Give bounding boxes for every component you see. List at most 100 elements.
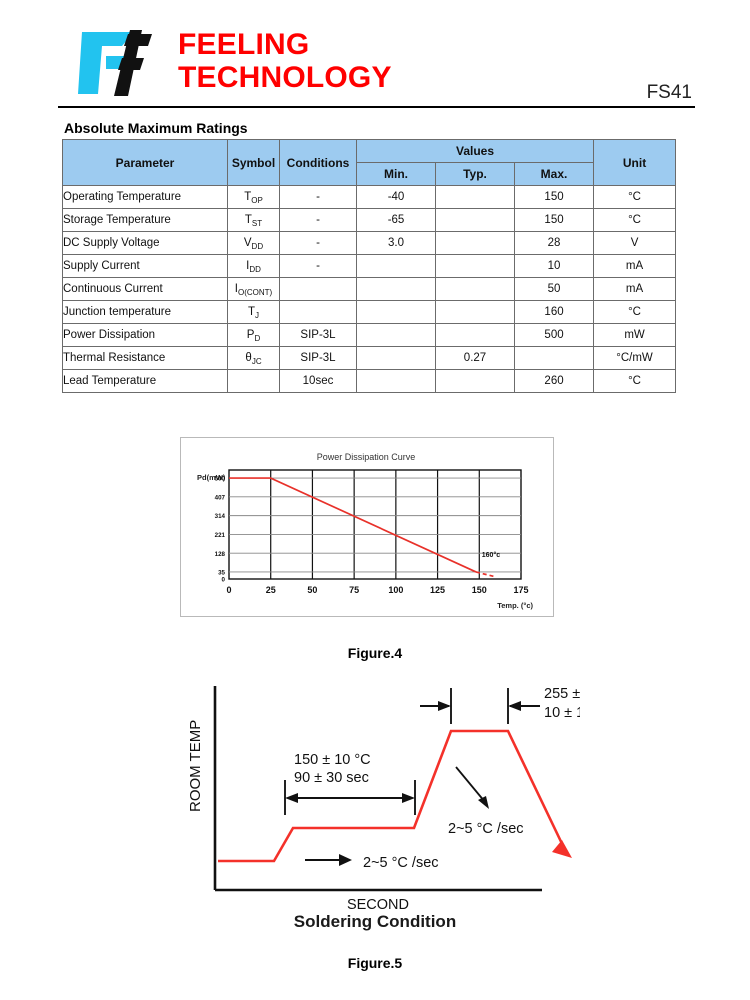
cell-typ <box>435 369 515 393</box>
cell-min <box>356 346 436 370</box>
cell-unit: mW <box>593 323 677 347</box>
svg-text:175: 175 <box>513 585 528 595</box>
col-header-typ: Typ. <box>435 162 515 186</box>
cell-conditions <box>279 277 357 301</box>
cell-typ <box>435 323 515 347</box>
cell-symbol: θJC <box>227 346 280 370</box>
svg-text:150: 150 <box>472 585 487 595</box>
table-header-row-2: Min. Typ. Max. <box>63 162 676 186</box>
col-header-values-group: Values <box>355 139 595 163</box>
svg-text:221: 221 <box>215 532 226 539</box>
cell-conditions: - <box>279 208 357 232</box>
cell-unit: °C <box>593 208 677 232</box>
brand-line-2: TECHNOLOGY <box>178 61 392 94</box>
ramp-down-rate-label: 2~5 °C /sec <box>448 821 524 837</box>
table-header-row-1: Parameter Symbol Conditions Values Unit <box>62 139 677 186</box>
col-header-conditions: Conditions <box>279 139 357 186</box>
solder-y-axis-label: ROOM TEMP <box>187 720 204 812</box>
preheat-dimension: 150 ± 10 °C 90 ± 30 sec <box>284 752 416 815</box>
cell-unit: mA <box>593 254 677 278</box>
col-header-max: Max. <box>513 162 595 186</box>
cell-symbol: IO(CONT) <box>227 277 280 301</box>
cell-conditions: - <box>279 254 357 278</box>
cell-parameter: Operating Temperature <box>62 185 228 209</box>
col-header-parameter: Parameter <box>62 139 228 186</box>
cell-typ <box>435 277 515 301</box>
cell-max: 500 <box>513 323 595 347</box>
svg-text:25: 25 <box>266 585 276 595</box>
table-row: Operating Temperature TOP - -40 150 °C <box>62 185 677 209</box>
col-header-unit: Unit <box>593 139 677 186</box>
col-header-symbol: Symbol <box>227 139 280 186</box>
peak-time-label: 10 ± 1 sec <box>544 705 580 721</box>
svg-text:35: 35 <box>218 570 225 577</box>
table-row: Supply Current IDD - 10 mA <box>62 254 677 278</box>
page-header: FEELING TECHNOLOGY FS41 <box>0 0 750 112</box>
table-row: Lead Temperature 10sec 260 °C <box>62 369 677 393</box>
ramp-up-annotation: 2~5 °C /sec <box>305 854 439 871</box>
ramp-down-annotation: 2~5 °C /sec <box>448 766 524 837</box>
solder-profile-line <box>218 729 567 863</box>
cell-symbol: PD <box>227 323 280 347</box>
cell-symbol <box>227 369 280 393</box>
svg-text:75: 75 <box>349 585 359 595</box>
svg-text:160°c: 160°c <box>482 551 500 559</box>
cell-min <box>356 323 436 347</box>
figure-5-caption: Figure.5 <box>347 955 403 971</box>
cell-conditions: - <box>279 185 357 209</box>
solder-chart-svg: ROOM TEMP 150 ± 10 °C 90 ± 30 sec 255 ± … <box>187 686 580 912</box>
svg-text:314: 314 <box>215 513 226 520</box>
cell-min <box>356 300 436 324</box>
cell-parameter: Lead Temperature <box>62 369 228 393</box>
soldering-condition-title: Soldering Condition <box>293 912 457 931</box>
cell-parameter: Thermal Resistance <box>62 346 228 370</box>
cell-min: 3.0 <box>356 231 436 255</box>
cell-max: 160 <box>513 300 595 324</box>
cell-symbol: TST <box>227 208 280 232</box>
svg-text:407: 407 <box>215 494 226 501</box>
cell-symbol: IDD <box>227 254 280 278</box>
svg-text:50: 50 <box>307 585 317 595</box>
cell-conditions: SIP-3L <box>279 323 357 347</box>
cell-parameter: Power Dissipation <box>62 323 228 347</box>
cell-min: -40 <box>356 185 436 209</box>
cell-unit: °C <box>593 300 677 324</box>
cell-parameter: Supply Current <box>62 254 228 278</box>
cell-unit: V <box>593 231 677 255</box>
table-body: Operating Temperature TOP - -40 150 °C Storage… <box>62 185 677 393</box>
cell-unit: °C <box>593 369 677 393</box>
cell-parameter: Junction temperature <box>62 300 228 324</box>
table-row: Junction temperature TJ 160 °C <box>62 300 677 324</box>
cell-parameter: Storage Temperature <box>62 208 228 232</box>
cell-unit: °C <box>593 185 677 209</box>
cell-max: 150 <box>513 208 595 232</box>
table-row: Continuous Current IO(CONT) 50 mA <box>62 277 677 301</box>
page-title: Absolute Maximum Ratings <box>64 120 248 136</box>
svg-text:0: 0 <box>222 577 226 584</box>
absolute-maximum-ratings-table: Parameter Symbol Conditions Values Unit … <box>62 139 677 393</box>
pd-x-axis-label: Temp. (°c) <box>497 601 533 610</box>
cell-max: 28 <box>513 231 595 255</box>
figure-4-caption: Figure.4 <box>347 645 403 661</box>
table-row: Power Dissipation PD SIP-3L 500 mW <box>62 323 677 347</box>
cell-max <box>513 346 595 370</box>
peak-dimension: 255 ± 5 °C 10 ± 1 sec <box>420 686 580 724</box>
cell-conditions: 10sec <box>279 369 357 393</box>
cell-typ <box>435 300 515 324</box>
cell-unit: mA <box>593 277 677 301</box>
preheat-time-label: 90 ± 30 sec <box>294 770 369 786</box>
pd-y-axis-label: Pd(mW) <box>197 473 226 482</box>
cell-max: 50 <box>513 277 595 301</box>
cell-max: 150 <box>513 185 595 209</box>
cell-max: 10 <box>513 254 595 278</box>
cell-min: -65 <box>356 208 436 232</box>
cell-min <box>356 254 436 278</box>
cell-max: 260 <box>513 369 595 393</box>
cell-typ: 0.27 <box>435 346 515 370</box>
peak-temp-label: 255 ± 5 °C <box>544 686 580 702</box>
preheat-temp-label: 150 ± 10 °C <box>294 752 371 768</box>
feeling-f-logo-icon <box>72 26 178 100</box>
cell-symbol: VDD <box>227 231 280 255</box>
ramp-up-rate-label: 2~5 °C /sec <box>363 855 439 871</box>
